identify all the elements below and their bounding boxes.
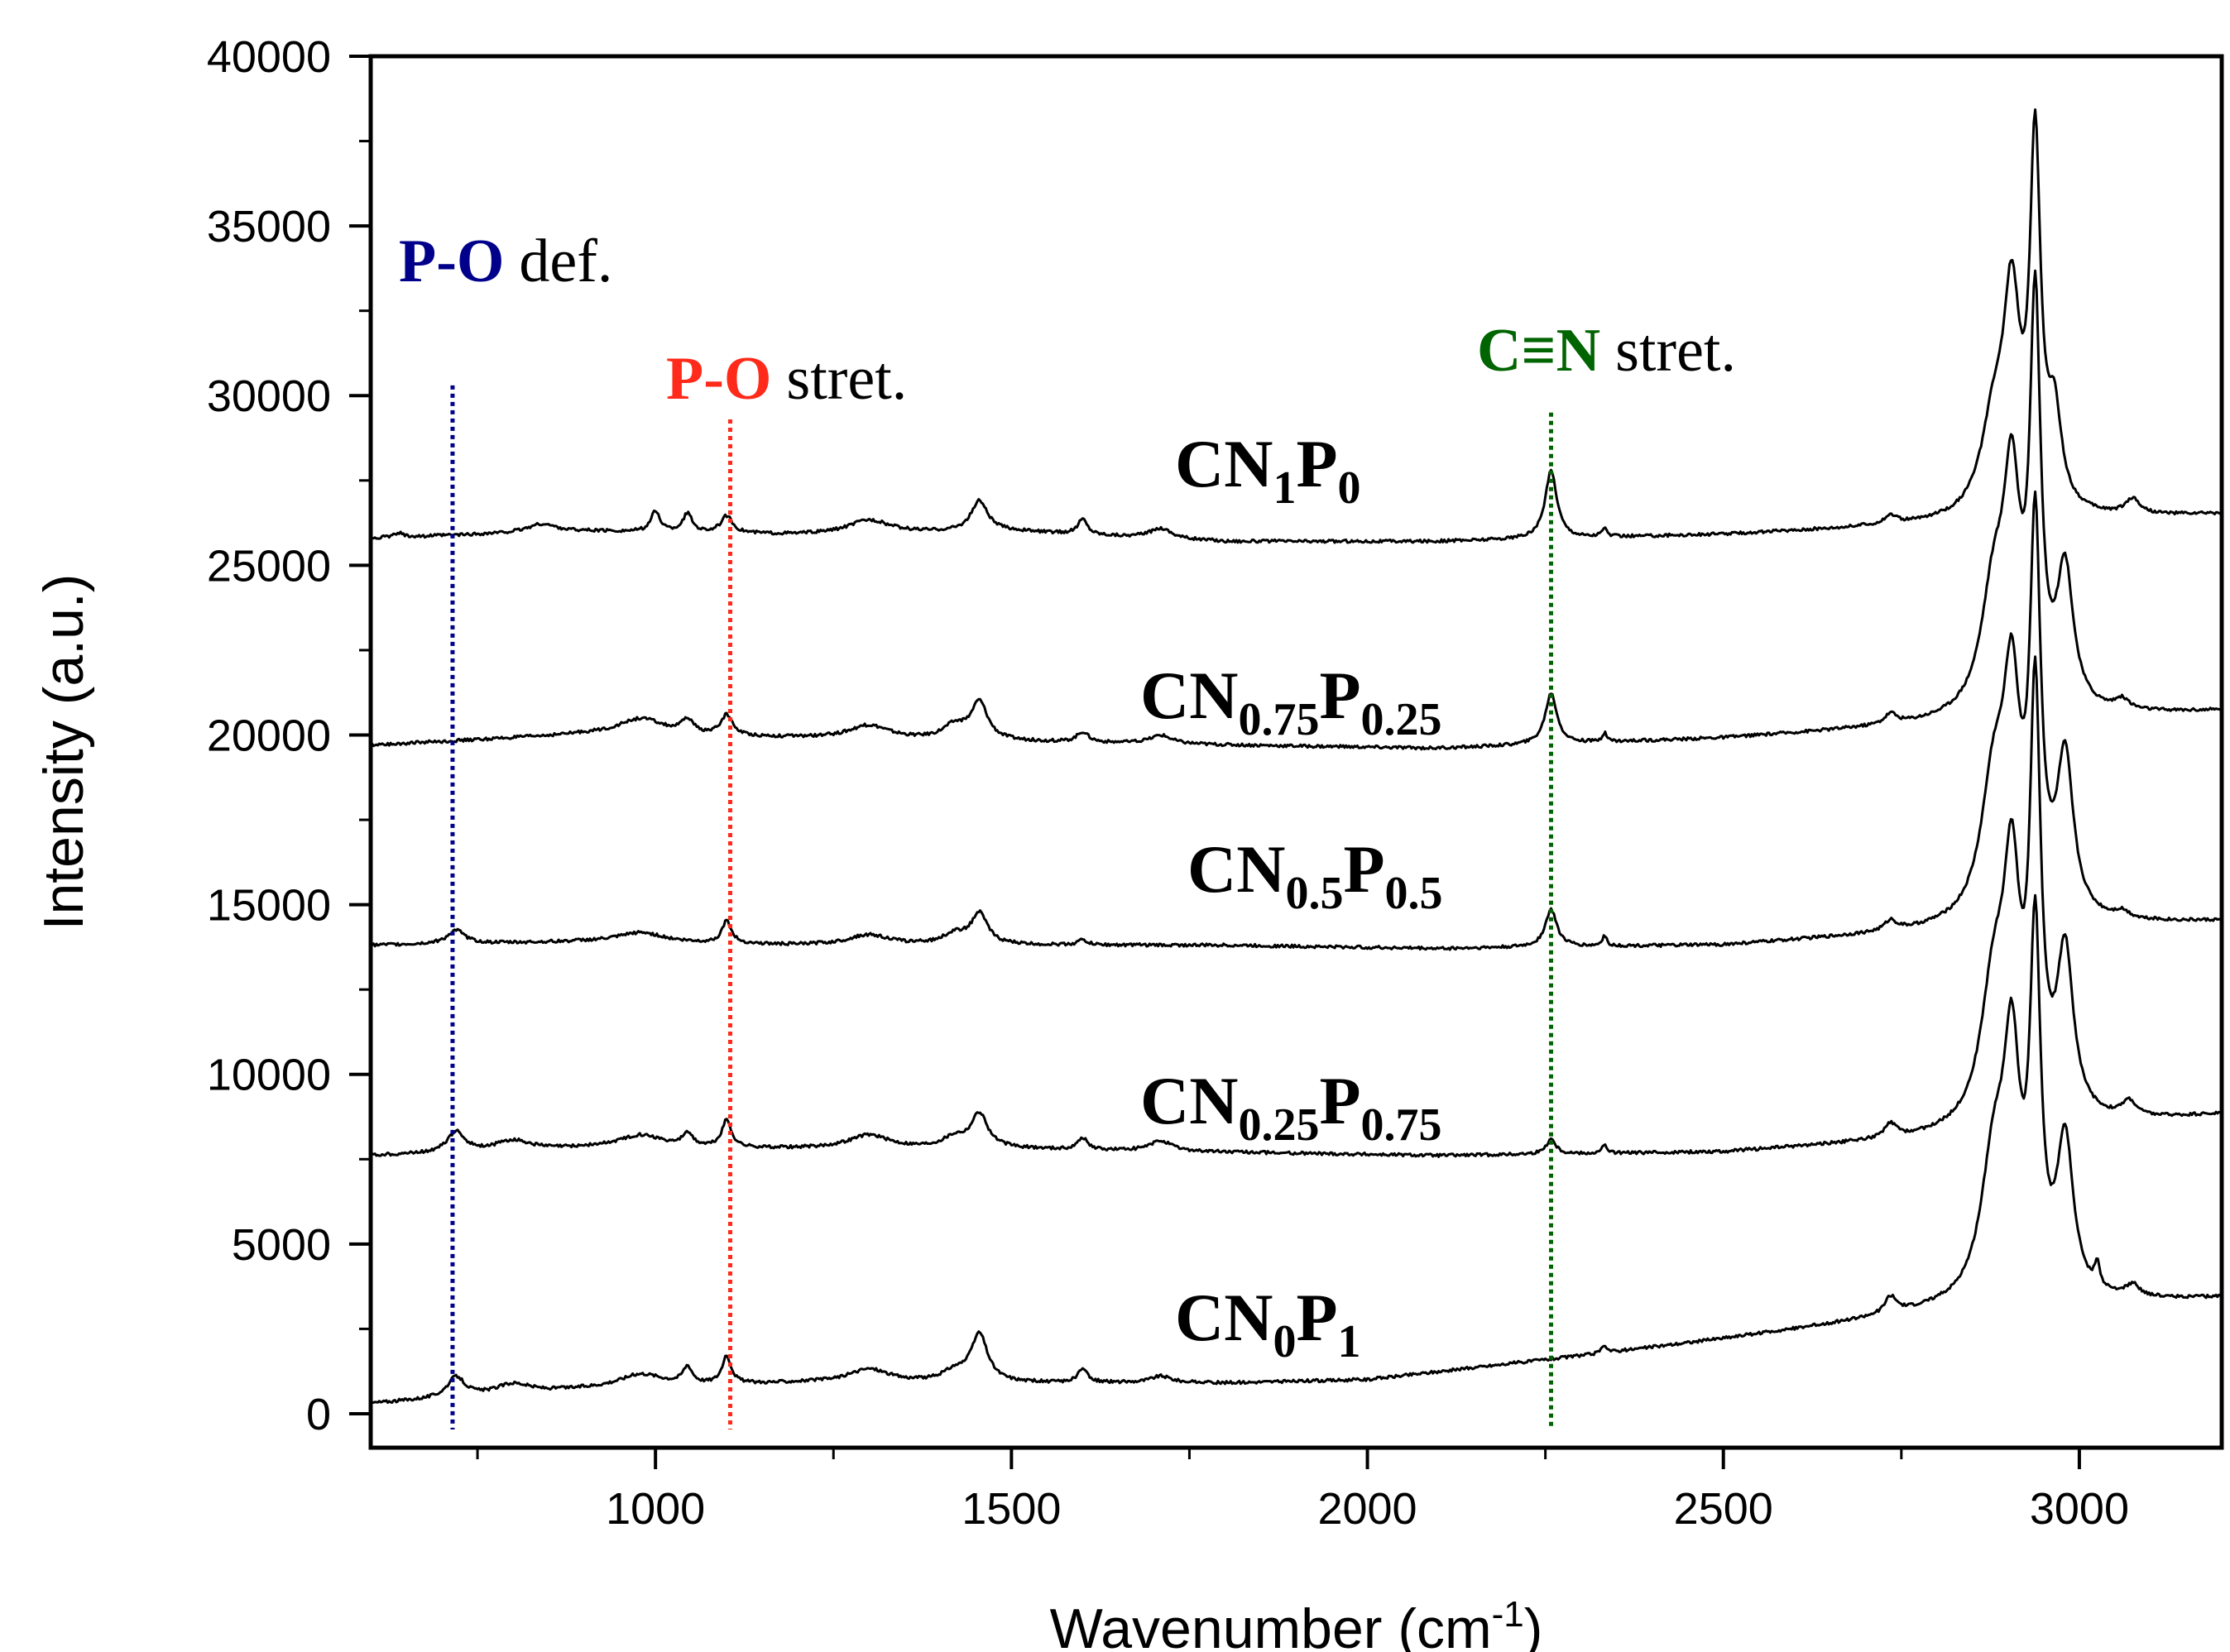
y-tick-label: 40000 (207, 32, 331, 82)
series-label-CN0.5P0.5: CN0.5P0.5 (1187, 831, 1443, 919)
po-def-annotation: P-O def. (399, 227, 612, 295)
series-line-CN0.75P0.25 (370, 269, 2223, 751)
plot-frame (368, 54, 2224, 1450)
x-axis-label: Wavenumber (cm-1) (1050, 1594, 1543, 1652)
x-tick-label: 1000 (606, 1484, 705, 1534)
y-tick-label: 0 (306, 1390, 331, 1439)
y-tick-label: 35000 (207, 202, 331, 251)
x-tick-label: 1500 (962, 1484, 1061, 1534)
series-labels: CN1P0 CN0.75P0.25 CN0.5P0.5 CN0.25P0.75 CN0P… (1140, 426, 1443, 1367)
y-tick-label: 15000 (207, 881, 331, 931)
annotations: P-O def. P-O stret. C≡N stret. (399, 227, 1736, 1429)
x-tick-label: 2500 (1674, 1484, 1773, 1534)
series-line-CN0.25P0.75 (369, 655, 2223, 1158)
plot-area (369, 108, 2223, 1405)
series-line-CN0P1 (370, 893, 2223, 1405)
y-tick-label: 5000 (232, 1220, 331, 1270)
y-tick-label: 25000 (207, 541, 331, 591)
x-tick-label: 2000 (1317, 1484, 1417, 1534)
x-tick-label: 3000 (2030, 1484, 2129, 1534)
y-tick-label: 10000 (207, 1051, 331, 1100)
series-line-CN0.5P0.5 (370, 490, 2223, 951)
y-axis-label: Intensity (a.u.) (32, 574, 95, 931)
cn-stret-annotation: C≡N stret. (1477, 317, 1736, 385)
series-line-CN1P0 (369, 108, 2223, 544)
y-tick-label: 20000 (207, 711, 331, 760)
series-label-CN0.75P0.25: CN0.75P0.25 (1140, 658, 1442, 745)
axes: 1000 1500 2000 2500 300005000100001500020000… (207, 32, 2129, 1534)
series-label-CN1P0: CN1P0 (1175, 426, 1361, 514)
y-tick-label: 30000 (207, 371, 331, 421)
series-label-CN0.25P0.75: CN0.25P0.75 (1140, 1063, 1442, 1151)
series-label-CN0P1: CN0P1 (1175, 1280, 1361, 1367)
po-stret-annotation: P-O stret. (666, 345, 907, 413)
